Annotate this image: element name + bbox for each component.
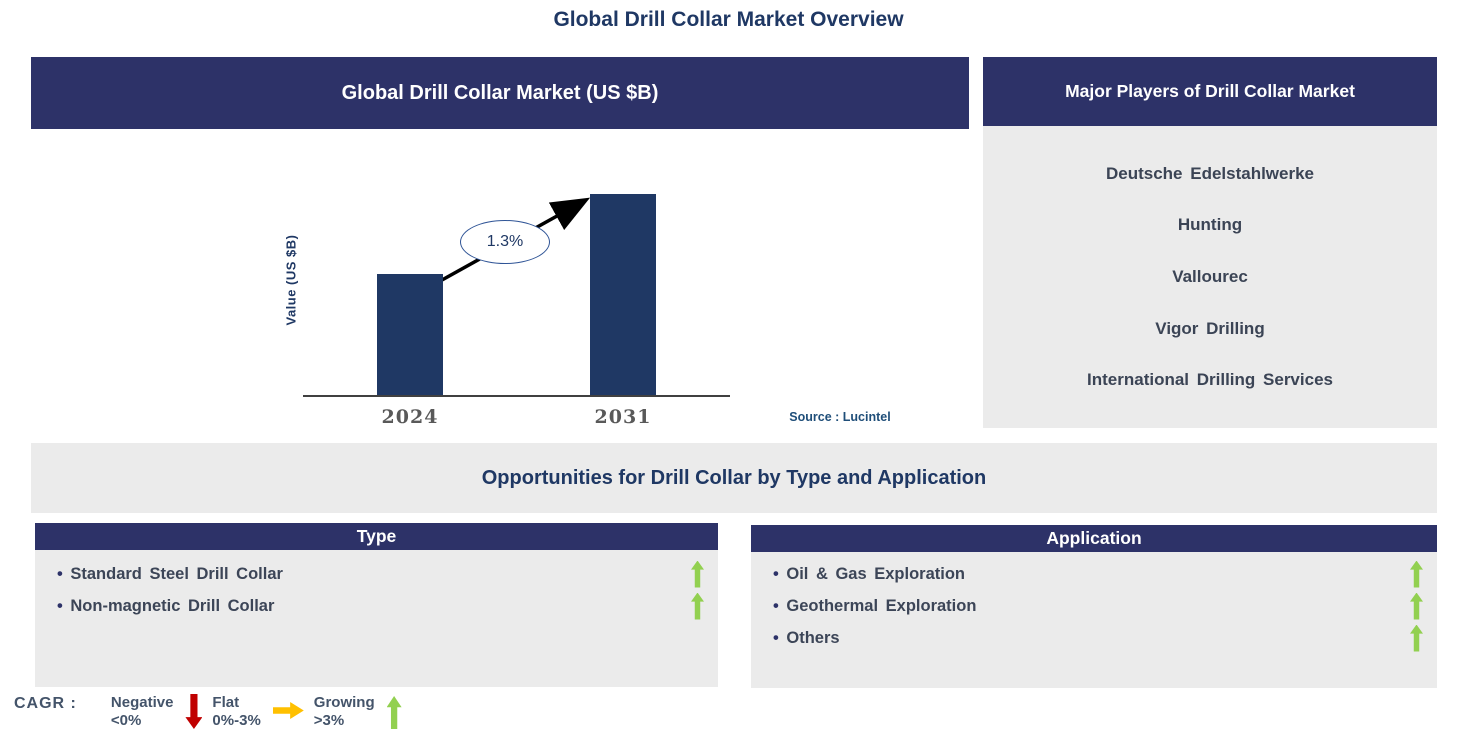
market-chart: Value (US $B) 1.3% 2024 2031 (31, 129, 969, 440)
trend-up-arrow-icon (1410, 624, 1423, 652)
legend-item-name: Flat (212, 694, 240, 711)
player-item: Vigor Drilling (1155, 318, 1265, 338)
application-list: Oil & Gas Exploration Geothermal Explora… (751, 552, 1437, 688)
type-list: Standard Steel Drill Collar Non-magnetic… (35, 550, 718, 687)
player-item: Deutsche Edelstahlwerke (1105, 163, 1315, 183)
cagr-legend: CAGR : Negative <0% Flat 0%-3% Growing >… (14, 694, 402, 734)
x-axis-label-2031: 2031 (594, 406, 652, 428)
x-axis-line (303, 395, 730, 397)
type-header: Type (35, 523, 718, 550)
type-item: Non-magnetic Drill Collar (35, 591, 718, 621)
opportunities-title: Opportunities for Drill Collar by Type a… (481, 466, 987, 489)
legend-item-growing: Growing >3% (314, 694, 402, 734)
application-item: Others (751, 623, 1437, 653)
y-axis-label: Value (US $B) (283, 234, 299, 326)
trend-up-arrow-icon (691, 560, 704, 588)
type-item-label: Standard Steel Drill Collar (57, 565, 283, 584)
player-item: Vallourec (1172, 266, 1248, 286)
application-item: Oil & Gas Exploration (751, 559, 1437, 589)
application-item-label: Oil & Gas Exploration (773, 565, 965, 584)
legend-item-range: >3% (313, 712, 345, 729)
players-header: Major Players of Drill Collar Market (983, 57, 1437, 126)
source-label: Source : Lucintel (789, 410, 891, 424)
trend-up-arrow-icon (1410, 560, 1423, 588)
legend-item-name: Growing (313, 694, 375, 711)
chart-bar-2024 (377, 274, 443, 395)
legend-item-range: <0% (110, 712, 142, 729)
cagr-label: 1.3% (486, 233, 524, 250)
legend-item-flat: Flat 0%-3% (212, 694, 313, 730)
trend-up-arrow-icon (1410, 592, 1423, 620)
application-item-label: Others (773, 629, 839, 648)
cagr-callout: 1.3% (460, 220, 550, 264)
trend-up-arrow-icon (691, 592, 704, 620)
player-item: Hunting (1177, 215, 1243, 235)
application-item: Geothermal Exploration (751, 591, 1437, 621)
chart-bar-2031 (590, 194, 656, 395)
type-item: Standard Steel Drill Collar (35, 559, 718, 589)
player-item: International Drilling Services (1087, 370, 1333, 390)
market-chart-header: Global Drill Collar Market (US $B) (31, 57, 969, 129)
page-title: Global Drill Collar Market Overview (553, 8, 904, 31)
players-list: Deutsche Edelstahlwerke Hunting Valloure… (983, 126, 1437, 428)
legend-title: CAGR : (14, 695, 77, 712)
x-axis-label-2024: 2024 (381, 406, 439, 428)
cagr-arrow-icon (432, 197, 591, 287)
legend-item-name: Negative (110, 694, 174, 711)
legend-item-range: 0%-3% (212, 712, 261, 729)
legend-item-negative: Negative <0% (111, 694, 213, 734)
opportunities-banner: Opportunities for Drill Collar by Type a… (31, 443, 1437, 513)
negative-down-arrow-icon (185, 694, 203, 729)
application-item-label: Geothermal Exploration (773, 597, 976, 616)
type-item-label: Non-magnetic Drill Collar (57, 597, 274, 616)
growing-up-arrow-icon (386, 696, 402, 729)
flat-right-arrow-icon (272, 702, 304, 719)
application-header: Application (751, 525, 1437, 552)
